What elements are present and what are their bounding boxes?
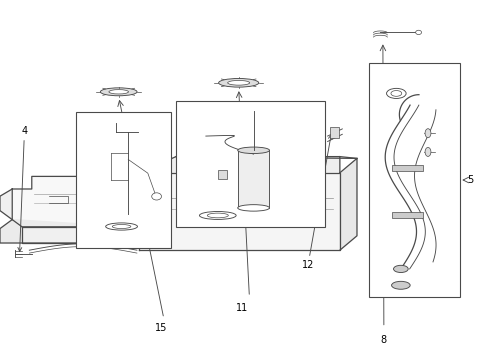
Text: 15: 15 bbox=[155, 323, 167, 333]
Circle shape bbox=[151, 193, 161, 200]
Ellipse shape bbox=[237, 147, 269, 153]
Ellipse shape bbox=[100, 88, 137, 96]
Bar bbox=[176, 101, 325, 227]
Ellipse shape bbox=[263, 154, 299, 163]
Ellipse shape bbox=[424, 129, 430, 138]
Ellipse shape bbox=[188, 156, 222, 165]
Bar bbox=[237, 150, 269, 208]
Text: 7: 7 bbox=[405, 96, 410, 273]
Text: 13: 13 bbox=[128, 152, 141, 162]
Text: 5: 5 bbox=[466, 175, 472, 185]
Polygon shape bbox=[0, 220, 127, 243]
Bar bbox=[329, 127, 338, 138]
Polygon shape bbox=[12, 176, 139, 227]
Bar bbox=[76, 112, 171, 248]
Text: 1: 1 bbox=[268, 202, 300, 216]
Text: 9: 9 bbox=[316, 176, 323, 208]
Bar bbox=[217, 170, 226, 179]
Ellipse shape bbox=[227, 81, 249, 85]
Ellipse shape bbox=[390, 91, 401, 96]
Ellipse shape bbox=[112, 225, 131, 229]
Ellipse shape bbox=[207, 213, 228, 218]
Ellipse shape bbox=[424, 148, 430, 156]
Text: 11: 11 bbox=[235, 303, 248, 313]
Ellipse shape bbox=[237, 204, 269, 211]
Ellipse shape bbox=[199, 211, 236, 220]
Text: 10: 10 bbox=[203, 155, 223, 210]
Text: 4: 4 bbox=[18, 126, 27, 251]
Text: 2: 2 bbox=[110, 183, 142, 196]
Ellipse shape bbox=[218, 78, 258, 87]
Text: 14: 14 bbox=[96, 197, 109, 224]
Polygon shape bbox=[139, 157, 339, 173]
Text: 3: 3 bbox=[91, 152, 132, 246]
Text: 8: 8 bbox=[380, 335, 386, 345]
Bar bbox=[368, 63, 459, 297]
Polygon shape bbox=[0, 189, 12, 220]
Ellipse shape bbox=[393, 265, 407, 273]
Ellipse shape bbox=[109, 90, 128, 94]
Circle shape bbox=[415, 30, 421, 35]
Polygon shape bbox=[22, 227, 120, 243]
Ellipse shape bbox=[391, 282, 409, 289]
Ellipse shape bbox=[386, 88, 405, 99]
Polygon shape bbox=[139, 173, 339, 250]
Bar bbox=[391, 212, 423, 218]
Text: 12: 12 bbox=[301, 135, 332, 270]
Polygon shape bbox=[339, 158, 356, 250]
Ellipse shape bbox=[105, 223, 137, 230]
Text: 6: 6 bbox=[405, 92, 415, 274]
Bar bbox=[391, 166, 423, 171]
